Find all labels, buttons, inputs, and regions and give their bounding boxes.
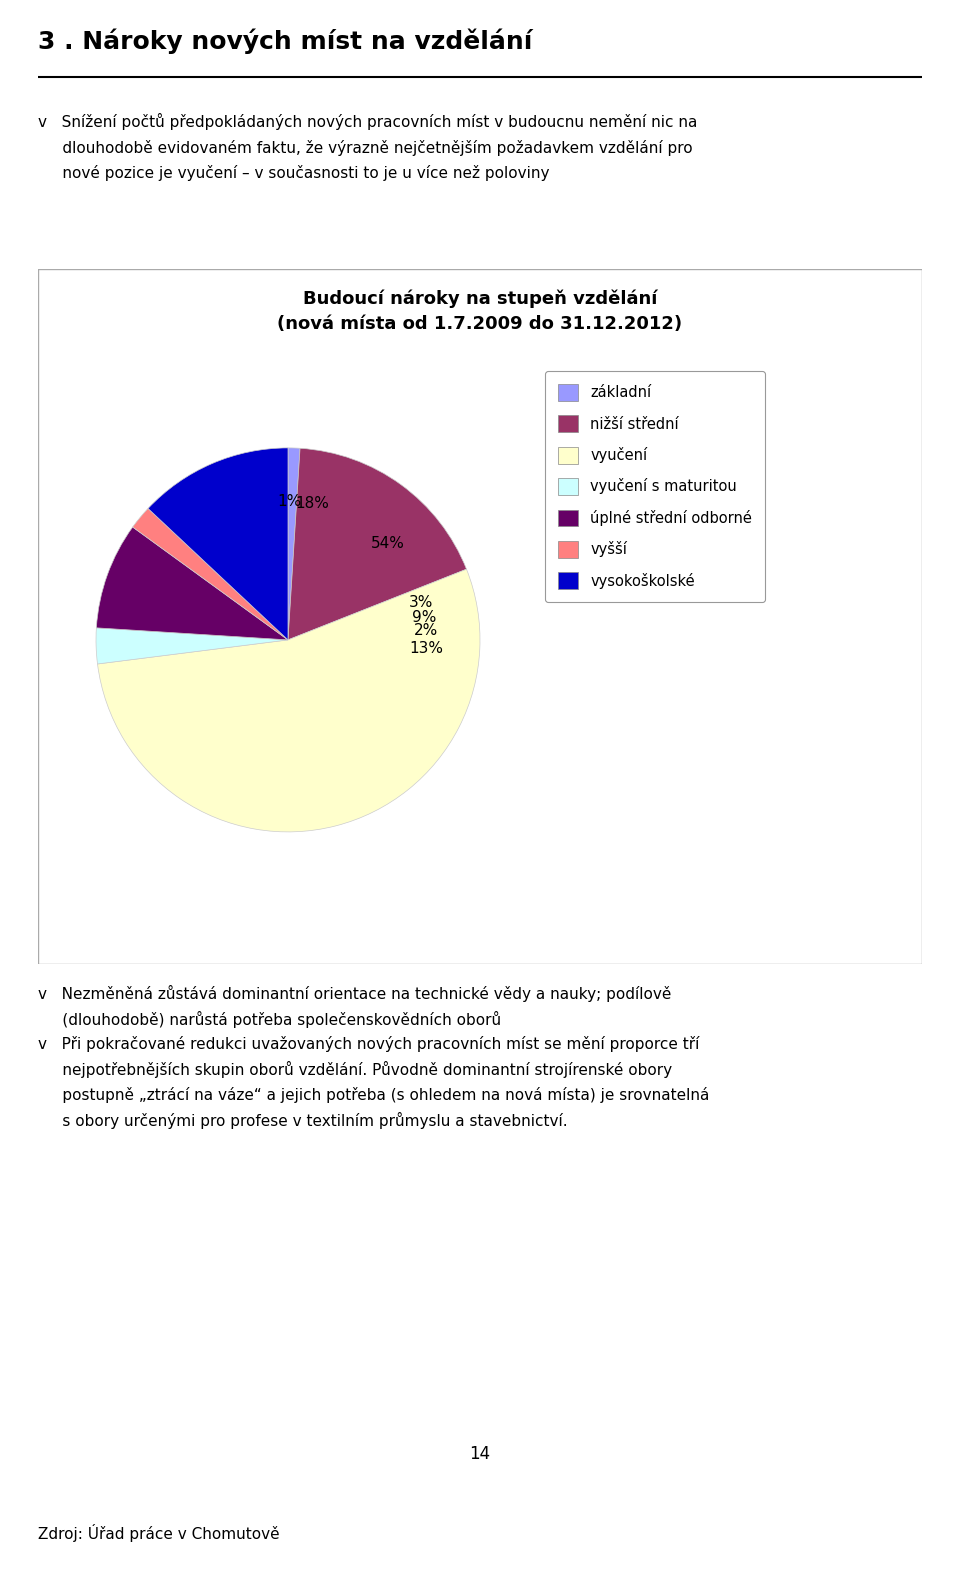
Text: v   Snížení počtů předpokládaných nových pracovních míst v budoucnu nemění nic n: v Snížení počtů předpokládaných nových p… — [38, 114, 698, 180]
Wedge shape — [288, 447, 300, 640]
Text: 14: 14 — [469, 1444, 491, 1463]
Wedge shape — [132, 509, 288, 640]
Text: 13%: 13% — [409, 641, 443, 656]
Text: 2%: 2% — [414, 623, 438, 638]
Text: 54%: 54% — [371, 536, 404, 551]
Text: 18%: 18% — [295, 496, 329, 512]
Text: 1%: 1% — [277, 495, 301, 509]
Text: Zdroj: Úřad práce v Chomutově: Zdroj: Úřad práce v Chomutově — [38, 1523, 280, 1542]
Text: 3 . Nároky nových míst na vzdělání: 3 . Nároky nových míst na vzdělání — [38, 28, 533, 54]
Wedge shape — [96, 627, 288, 664]
Wedge shape — [96, 528, 288, 640]
Wedge shape — [148, 447, 288, 640]
Text: 9%: 9% — [412, 610, 437, 624]
Wedge shape — [288, 449, 467, 640]
Text: v   Nezměněná zůstává dominantní orientace na technické vědy a nauky; podílově
 : v Nezměněná zůstává dominantní orientace… — [38, 984, 709, 1130]
Text: 3%: 3% — [409, 596, 433, 610]
Text: Budoucí nároky na stupeň vzdělání
(nová místa od 1.7.2009 do 31.12.2012): Budoucí nároky na stupeň vzdělání (nová … — [277, 289, 683, 333]
Legend: základní, nižší střední, vyučení, vyučení s maturitou, úplné střední odborné, vy: základní, nižší střední, vyučení, vyučen… — [545, 371, 765, 602]
Wedge shape — [98, 569, 480, 833]
